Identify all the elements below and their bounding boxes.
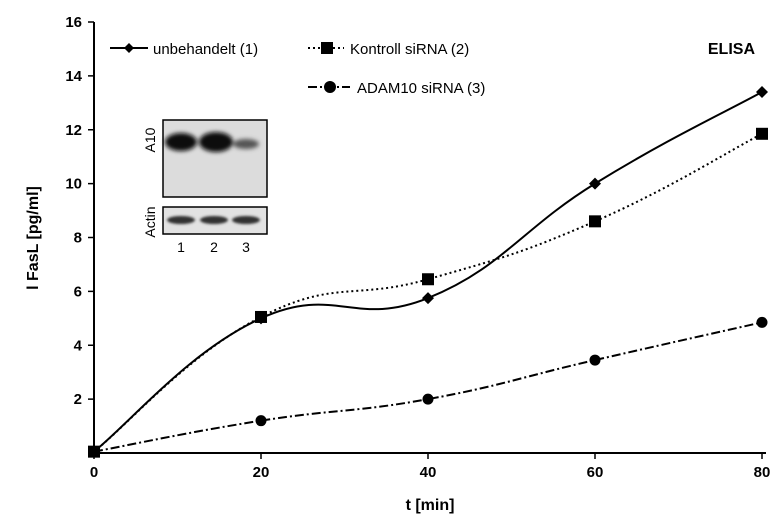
blot-panel-a10 xyxy=(162,119,268,198)
y-tick-label: 2 xyxy=(74,391,82,408)
band-a10-lane-2 xyxy=(199,132,233,152)
legend-label-unbehandelt: unbehandelt (1) xyxy=(153,41,258,58)
legend-item-adam10: ADAM10 siRNA (3) xyxy=(308,80,485,97)
legend-label-kontroll: Kontroll siRNA (2) xyxy=(350,41,469,58)
band-a10-lane-1 xyxy=(165,133,197,151)
data-point xyxy=(422,292,434,305)
y-axis-title: l FasL [pg/ml] xyxy=(25,186,42,290)
series-3 xyxy=(88,316,768,458)
western-blot-inset: A10 Actin 1 2 3 xyxy=(142,119,268,255)
band-actin-lane-2 xyxy=(200,216,228,224)
y-tick-label: 16 xyxy=(65,14,82,31)
blot-lane-label-3: 3 xyxy=(242,239,250,255)
x-ticks: 0 20 40 60 80 xyxy=(90,453,771,481)
blot-lane-label-1: 1 xyxy=(177,239,185,255)
y-tick-label: 14 xyxy=(65,68,82,85)
legend-item-unbehandelt: unbehandelt (1) xyxy=(110,41,258,58)
data-point xyxy=(255,415,267,427)
data-point xyxy=(756,127,768,140)
y-tick-label: 12 xyxy=(65,122,82,139)
series-layer xyxy=(88,86,768,458)
blot-lane-label-2: 2 xyxy=(210,239,218,255)
data-point xyxy=(756,86,768,99)
data-point xyxy=(589,215,601,228)
data-point xyxy=(255,310,267,323)
y-tick-label: 4 xyxy=(74,337,83,354)
legend: unbehandelt (1) Kontroll siRNA (2) ADAM1… xyxy=(110,41,485,97)
y-ticks: 2 4 6 8 10 12 14 16 xyxy=(65,14,94,408)
blot-row-label-actin: Actin xyxy=(142,206,158,237)
legend-marker-unbehandelt xyxy=(124,43,134,53)
blot-bands-actin xyxy=(167,216,260,224)
band-a10-lane-3 xyxy=(233,139,259,149)
legend-label-adam10: ADAM10 siRNA (3) xyxy=(357,80,485,97)
legend-marker-kontroll xyxy=(321,42,333,54)
data-point xyxy=(756,316,768,328)
x-tick-label: 20 xyxy=(253,464,270,481)
x-tick-label: 60 xyxy=(587,464,604,481)
data-point xyxy=(422,393,434,405)
x-tick-label: 40 xyxy=(420,464,437,481)
data-point xyxy=(589,354,601,366)
legend-marker-adam10 xyxy=(324,81,336,93)
data-point xyxy=(422,273,434,286)
y-tick-label: 8 xyxy=(74,230,82,247)
series-line-2 xyxy=(93,132,763,453)
band-actin-lane-3 xyxy=(232,216,260,224)
elisa-annotation: ELISA xyxy=(708,41,756,58)
y-tick-label: 10 xyxy=(65,176,82,193)
legend-item-kontroll: Kontroll siRNA (2) xyxy=(308,41,469,58)
series-line-3 xyxy=(93,321,763,453)
blot-row-label-a10: A10 xyxy=(142,127,158,152)
band-actin-lane-1 xyxy=(167,216,195,224)
blot-bands-a10 xyxy=(165,132,259,152)
data-point xyxy=(589,177,601,190)
y-tick-label: 6 xyxy=(74,283,82,300)
x-tick-label: 80 xyxy=(754,464,771,481)
data-point xyxy=(88,446,100,458)
x-axis-title: t [min] xyxy=(406,497,455,514)
x-tick-label: 0 xyxy=(90,464,98,481)
